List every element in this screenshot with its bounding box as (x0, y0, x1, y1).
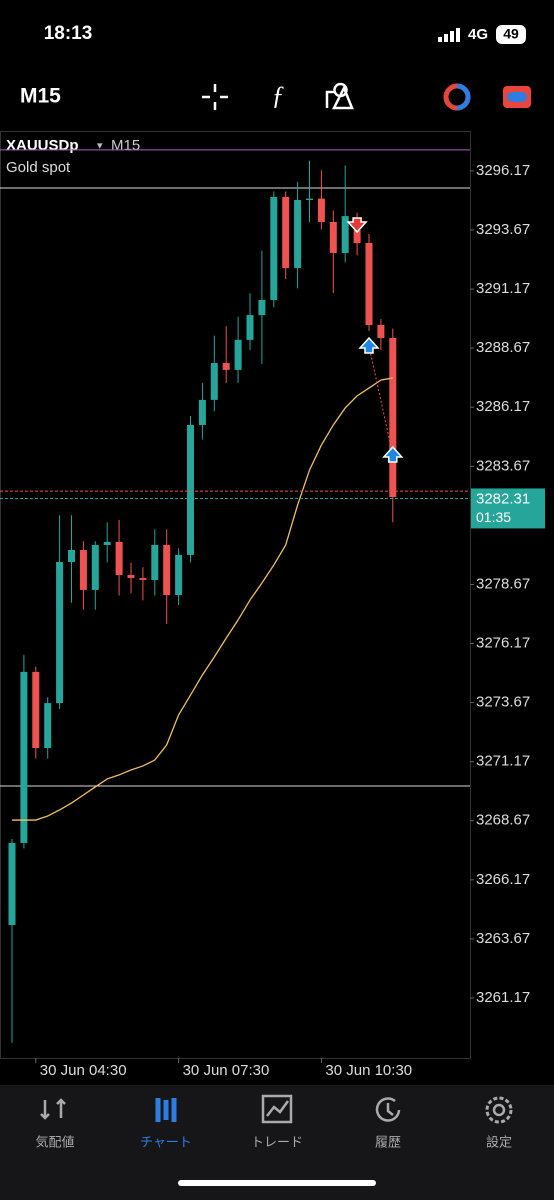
candle-body (20, 671, 28, 843)
y-tick-label: 3266.17 (476, 871, 530, 888)
y-tick-label: 3263.67 (476, 930, 530, 947)
crosshair-button[interactable] (202, 84, 228, 110)
x-tick-label: 30 Jun 07:30 (183, 1062, 270, 1079)
nav-icon[interactable] (261, 1094, 293, 1124)
candle-body (32, 671, 40, 748)
candle-body (377, 325, 385, 338)
candle-body (329, 221, 337, 253)
nav-icon[interactable] (40, 1098, 66, 1120)
y-tick-label: 3271.17 (476, 753, 530, 770)
candle-body (198, 399, 206, 425)
candle-body (389, 337, 397, 498)
description: Gold spot (6, 159, 71, 176)
candle-body (175, 554, 183, 596)
candle-body (353, 230, 361, 244)
x-tick-label: 30 Jun 04:30 (40, 1062, 127, 1079)
candle-body (258, 299, 266, 316)
symbol: XAUUSDp (6, 137, 79, 154)
battery-icon (496, 25, 526, 44)
bid-label-box (471, 488, 545, 529)
candle-body (79, 549, 87, 590)
candle-body (187, 424, 194, 555)
indicators-button[interactable]: ƒ (272, 81, 285, 110)
buy-arrow (358, 336, 380, 354)
candle-body (234, 339, 242, 370)
candle-body (306, 198, 313, 200)
trade-button[interactable] (443, 83, 471, 111)
y-tick-label: 3278.67 (476, 575, 530, 592)
network: 4G (468, 26, 488, 43)
candle-body (282, 196, 290, 269)
nav-label[interactable]: トレード (251, 1134, 303, 1149)
candle-body (8, 842, 16, 925)
home-indicator (178, 1180, 376, 1186)
buy-arrow (382, 445, 404, 463)
candle-body (44, 703, 52, 748)
y-tick-label: 3268.67 (476, 812, 530, 829)
nav-icon[interactable] (155, 1098, 177, 1122)
chart-timeframe: M15 (111, 137, 140, 154)
candle-body (91, 544, 99, 590)
y-tick-label: 3283.67 (476, 457, 530, 474)
candle-body (294, 199, 302, 269)
signal-icon (438, 28, 460, 42)
y-tick-label: 3296.17 (476, 162, 530, 179)
plot-frame (0, 131, 471, 1059)
candle-body (115, 541, 123, 576)
candle-body (56, 562, 64, 704)
y-tick-label: 3286.17 (476, 398, 530, 415)
candle-body (341, 216, 349, 253)
nav-label[interactable]: チャート (140, 1134, 192, 1149)
candle-body (365, 243, 373, 326)
candle-body (127, 575, 135, 579)
nav-label[interactable]: 気配値 (35, 1134, 74, 1149)
y-tick-label: 3273.67 (476, 694, 530, 711)
sell-arrow (346, 217, 368, 234)
bid-label: 3282.31 (476, 490, 530, 507)
candle-body (68, 549, 75, 563)
candle-body (103, 541, 111, 545)
nav-icon[interactable] (375, 1097, 401, 1122)
y-tick-label: 3293.67 (476, 221, 530, 238)
y-tick-label: 3291.17 (476, 280, 530, 297)
candle-body (163, 544, 171, 596)
candle-body (139, 578, 147, 580)
timeframe-button[interactable]: M15 (20, 85, 61, 108)
trade-link (368, 345, 394, 456)
countdown: 01:35 (476, 509, 511, 525)
y-tick-label: 3276.17 (476, 635, 530, 652)
nav-icon[interactable] (485, 1096, 513, 1124)
nav-icon[interactable] (492, 1103, 506, 1117)
nav-label[interactable]: 設定 (486, 1134, 512, 1149)
candle-body (246, 315, 254, 340)
candle-body (270, 196, 278, 300)
dropdown[interactable]: ▾ (97, 140, 103, 152)
candle-body (151, 544, 159, 580)
y-tick-label: 3261.17 (476, 989, 530, 1006)
objects-button[interactable] (325, 82, 354, 110)
nav-label[interactable]: 履歴 (375, 1134, 401, 1149)
x-tick-label: 30 Jun 10:30 (325, 1062, 412, 1079)
candle-body (210, 363, 218, 400)
y-tick-label: 3288.67 (476, 339, 530, 356)
compare-button[interactable] (503, 86, 531, 108)
status-time: 18:13 (44, 23, 93, 44)
candle-body (317, 198, 325, 222)
battery-level: 49 (503, 26, 519, 42)
moving-average (12, 377, 393, 821)
candle-body (222, 363, 230, 370)
